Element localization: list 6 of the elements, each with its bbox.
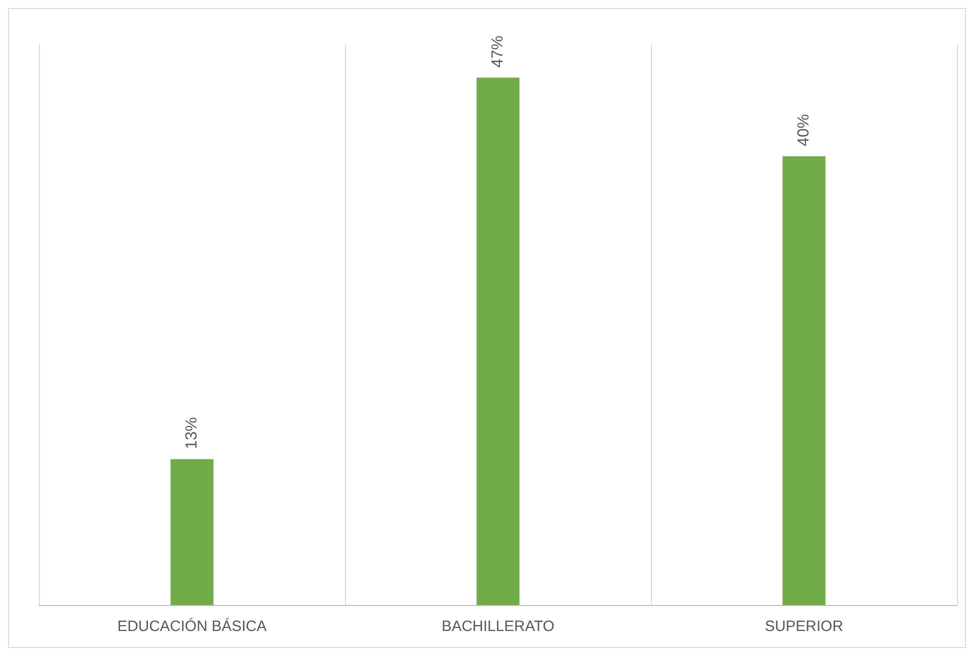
data-label: 47%	[490, 36, 506, 68]
data-label: 40%	[796, 114, 812, 146]
data-label: 13%	[184, 417, 200, 450]
x-tick-label: EDUCACIÓN BÁSICA	[117, 617, 267, 635]
x-tick-label: BACHILLERATO	[442, 618, 554, 635]
x-tick-label: SUPERIOR	[764, 618, 844, 635]
